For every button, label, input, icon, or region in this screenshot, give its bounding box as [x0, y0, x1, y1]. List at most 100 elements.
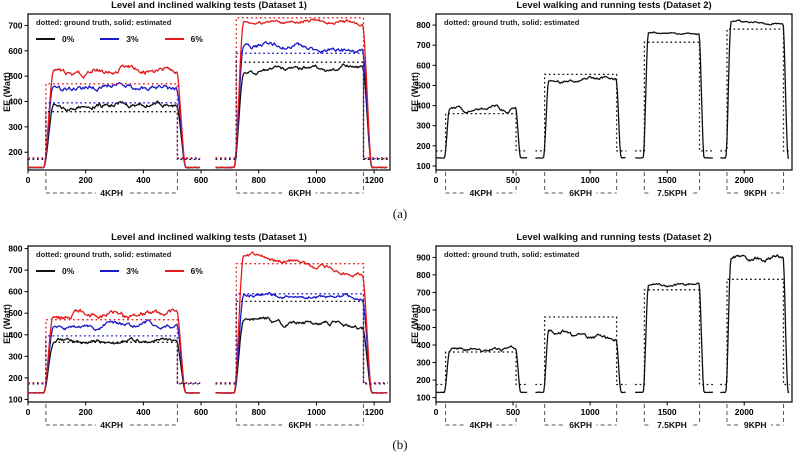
svg-text:600: 600 [8, 287, 22, 297]
chart-title: Level walking and running tests (Dataset… [516, 0, 712, 11]
svg-text:400: 400 [416, 101, 430, 111]
svg-text:700: 700 [416, 287, 430, 297]
svg-text:0: 0 [434, 175, 439, 185]
svg-text:300: 300 [416, 358, 430, 368]
chart-cell-b-left: 100 200 300 400 500 600 700 800 0 200 400 600 800 100… [0, 232, 400, 437]
legend-item: 3% [100, 266, 139, 276]
svg-text:200: 200 [416, 141, 430, 151]
legend-item: 0% [36, 266, 74, 276]
svg-text:600: 600 [8, 46, 22, 56]
svg-text:700: 700 [8, 265, 22, 275]
svg-text:500: 500 [506, 175, 520, 185]
svg-text:1500: 1500 [658, 407, 677, 417]
legend-note: dotted: ground truth, solid: estimated [36, 18, 172, 27]
legend-line-swatch [164, 38, 184, 40]
svg-text:500: 500 [506, 407, 520, 417]
svg-text:400: 400 [136, 175, 150, 185]
legend-item-label: 3% [126, 34, 139, 44]
svg-text:4KPH: 4KPH [100, 420, 123, 430]
legend-note: dotted: ground truth, solid: estimated [444, 250, 580, 259]
chart-title: Level and inclined walking tests (Datase… [111, 0, 307, 11]
legend-item-label: 6% [190, 34, 203, 44]
svg-text:6KPH: 6KPH [289, 420, 312, 430]
chart-cell-a-left: 200 300 400 500 600 700 0 200 400 600 800 1000 1200 4… [0, 0, 400, 205]
svg-text:7.5KPH: 7.5KPH [657, 188, 687, 198]
svg-text:2000: 2000 [735, 407, 754, 417]
svg-text:4KPH: 4KPH [470, 188, 493, 198]
plot-area-dataset2-a: 100 200 300 400 500 600 700 800 0 500 1000 1500 2000… [416, 13, 793, 198]
caption-b: (b) [392, 437, 408, 452]
svg-text:600: 600 [416, 60, 430, 70]
svg-text:1000: 1000 [307, 407, 326, 417]
y-axis-label: EE (Watt) [410, 304, 420, 344]
svg-text:9KPH: 9KPH [744, 188, 767, 198]
legend-item-label: 6% [190, 266, 203, 276]
svg-text:400: 400 [8, 97, 22, 107]
legend-line-swatch [100, 270, 120, 272]
legend-line-swatch [100, 38, 120, 40]
svg-text:600: 600 [194, 407, 208, 417]
legend: dotted: ground truth, solid: estimated 0… [36, 250, 203, 276]
svg-text:800: 800 [252, 407, 266, 417]
chart-cell-b-right: 100 200 300 400 500 600 700 800 900 0 500 1000 1500 2… [400, 232, 800, 437]
legend-items: 0% 3% 6% [36, 34, 203, 44]
svg-text:1500: 1500 [658, 175, 677, 185]
plot-area-dataset2-b: 100 200 300 400 500 600 700 800 900 0 500 1000 1500 2… [416, 245, 793, 430]
svg-text:0: 0 [434, 407, 439, 417]
svg-text:1000: 1000 [581, 175, 600, 185]
svg-text:400: 400 [416, 340, 430, 350]
svg-text:100: 100 [8, 394, 22, 404]
svg-text:7.5KPH: 7.5KPH [657, 420, 687, 430]
svg-text:6KPH: 6KPH [569, 420, 592, 430]
svg-text:400: 400 [8, 330, 22, 340]
legend-item: 3% [100, 34, 139, 44]
y-axis-label: EE (Watt) [2, 304, 12, 344]
chart-title: Level and inclined walking tests (Datase… [111, 232, 307, 243]
svg-text:500: 500 [416, 80, 430, 90]
svg-text:800: 800 [8, 244, 22, 254]
chart-title: Level walking and running tests (Dataset… [516, 232, 712, 243]
svg-text:400: 400 [136, 407, 150, 417]
svg-text:500: 500 [8, 308, 22, 318]
svg-text:1000: 1000 [307, 175, 326, 185]
legend: dotted: ground truth, solid: estimated [444, 18, 579, 34]
caption-a: (a) [392, 206, 408, 221]
svg-text:500: 500 [8, 71, 22, 81]
svg-text:700: 700 [8, 20, 22, 30]
legend-item: 0% [36, 34, 74, 44]
svg-text:4KPH: 4KPH [470, 420, 493, 430]
svg-text:300: 300 [8, 351, 22, 361]
svg-text:800: 800 [252, 175, 266, 185]
chart-cell-a-right: 100 200 300 400 500 600 700 800 0 500 1000 1500 2000… [400, 0, 800, 205]
svg-text:4KPH: 4KPH [100, 188, 123, 198]
svg-text:0: 0 [26, 407, 31, 417]
legend-item: 6% [164, 266, 203, 276]
legend-line-swatch [36, 270, 55, 272]
svg-text:300: 300 [8, 122, 22, 132]
svg-text:800: 800 [416, 20, 430, 30]
svg-text:1000: 1000 [581, 407, 600, 417]
svg-text:900: 900 [416, 252, 430, 262]
legend-items: 0% 3% 6% [36, 266, 203, 276]
legend-line-swatch [164, 270, 184, 272]
legend-item: 6% [164, 34, 203, 44]
svg-text:200: 200 [8, 147, 22, 157]
svg-text:1200: 1200 [365, 175, 384, 185]
svg-text:200: 200 [416, 375, 430, 385]
legend-note: dotted: ground truth, solid: estimated [444, 18, 580, 27]
legend-item-label: 0% [62, 34, 75, 44]
svg-text:800: 800 [416, 270, 430, 280]
svg-text:600: 600 [194, 175, 208, 185]
y-axis-label: EE (Watt) [2, 72, 12, 112]
svg-text:700: 700 [416, 40, 430, 50]
legend-line-swatch [36, 38, 55, 40]
svg-text:9KPH: 9KPH [744, 420, 767, 430]
legend-item-label: 0% [62, 266, 75, 276]
legend: dotted: ground truth, solid: estimated 0… [36, 18, 203, 44]
plot-area-dataset1-a: 200 300 400 500 600 700 0 200 400 600 800 1000 1200 4… [8, 13, 391, 198]
svg-text:100: 100 [416, 393, 430, 403]
svg-text:500: 500 [416, 323, 430, 333]
svg-text:200: 200 [79, 407, 93, 417]
svg-text:100: 100 [416, 161, 430, 171]
